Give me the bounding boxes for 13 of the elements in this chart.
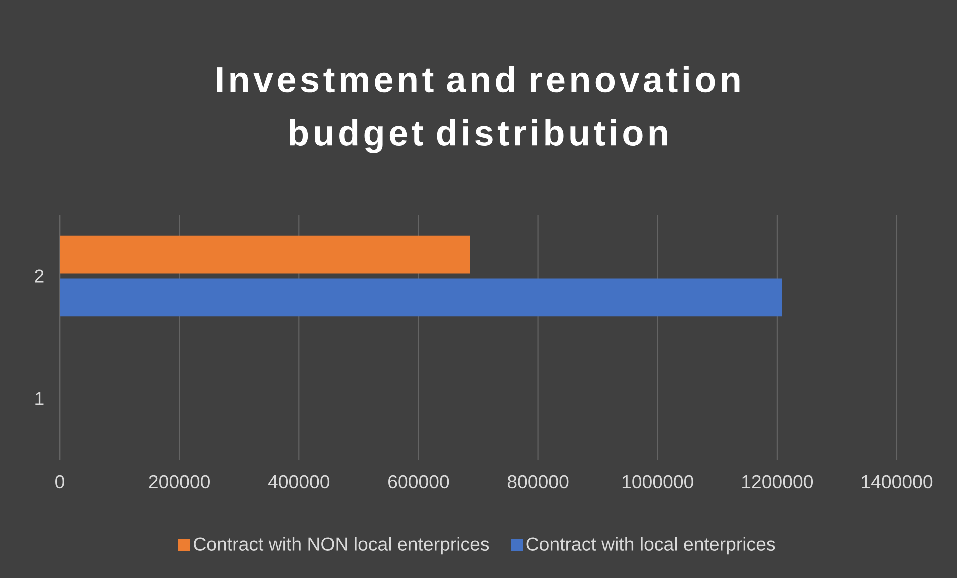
x-tick-label: 400000 bbox=[268, 475, 330, 489]
legend-label: Contract with NON local enterprices bbox=[194, 537, 490, 555]
x-tick-label: 1200000 bbox=[742, 475, 814, 489]
y-tick-label: 1 bbox=[36, 392, 44, 406]
legend-label: Contract with local enterprices bbox=[526, 537, 776, 555]
chart-title: Investment and renovation budget distribution bbox=[217, 66, 740, 154]
x-tick-label: 1000000 bbox=[622, 475, 694, 489]
x-tick-label: 800000 bbox=[508, 475, 569, 489]
x-tick-label: 200000 bbox=[149, 475, 210, 489]
x-tick-label: 600000 bbox=[388, 475, 450, 489]
x-tick-label: 1400000 bbox=[862, 475, 933, 489]
y-tick-label: 2 bbox=[35, 270, 44, 283]
x-tick-label: 0 bbox=[56, 475, 64, 489]
